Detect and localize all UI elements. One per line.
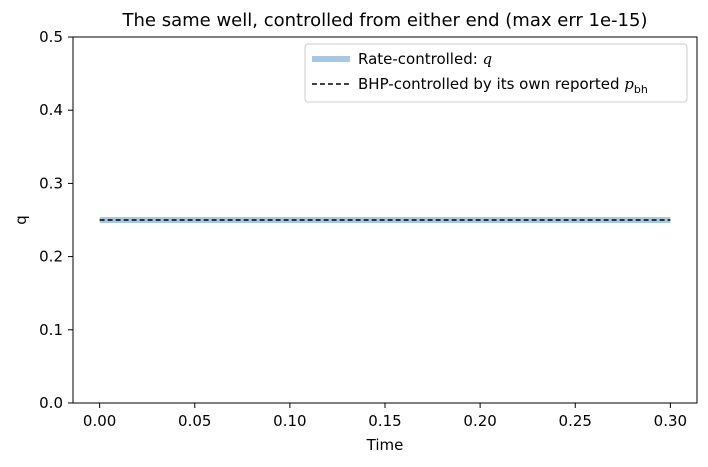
y-axis: 0.0 0.1 0.2 0.3 0.4 0.5 bbox=[39, 28, 73, 412]
x-tick-label: 0.00 bbox=[83, 412, 116, 430]
legend-label-2: BHP-controlled by its own reported pbh bbox=[358, 75, 648, 96]
y-tick-label: 0.0 bbox=[39, 394, 63, 412]
x-tick-label: 0.25 bbox=[559, 412, 592, 430]
y-tick-label: 0.4 bbox=[39, 101, 63, 119]
x-axis-label: Time bbox=[366, 436, 404, 454]
x-tick-label: 0.05 bbox=[178, 412, 211, 430]
y-axis-label: q bbox=[12, 215, 30, 225]
x-axis: 0.00 0.05 0.10 0.15 0.20 0.25 0.30 bbox=[83, 403, 687, 430]
legend-box bbox=[304, 43, 688, 103]
legend-label-1: Rate-controlled: q bbox=[358, 50, 492, 68]
x-tick-label: 0.10 bbox=[273, 412, 306, 430]
chart-title: The same well, controlled from either en… bbox=[122, 10, 648, 31]
legend: Rate-controlled: q BHP-controlled by its … bbox=[304, 43, 688, 103]
y-tick-label: 0.5 bbox=[39, 28, 63, 46]
y-tick-label: 0.2 bbox=[39, 248, 63, 266]
y-tick-label: 0.1 bbox=[39, 321, 63, 339]
x-tick-label: 0.30 bbox=[654, 412, 687, 430]
x-tick-label: 0.20 bbox=[463, 412, 496, 430]
y-tick-label: 0.3 bbox=[39, 174, 63, 192]
x-tick-label: 0.15 bbox=[368, 412, 401, 430]
